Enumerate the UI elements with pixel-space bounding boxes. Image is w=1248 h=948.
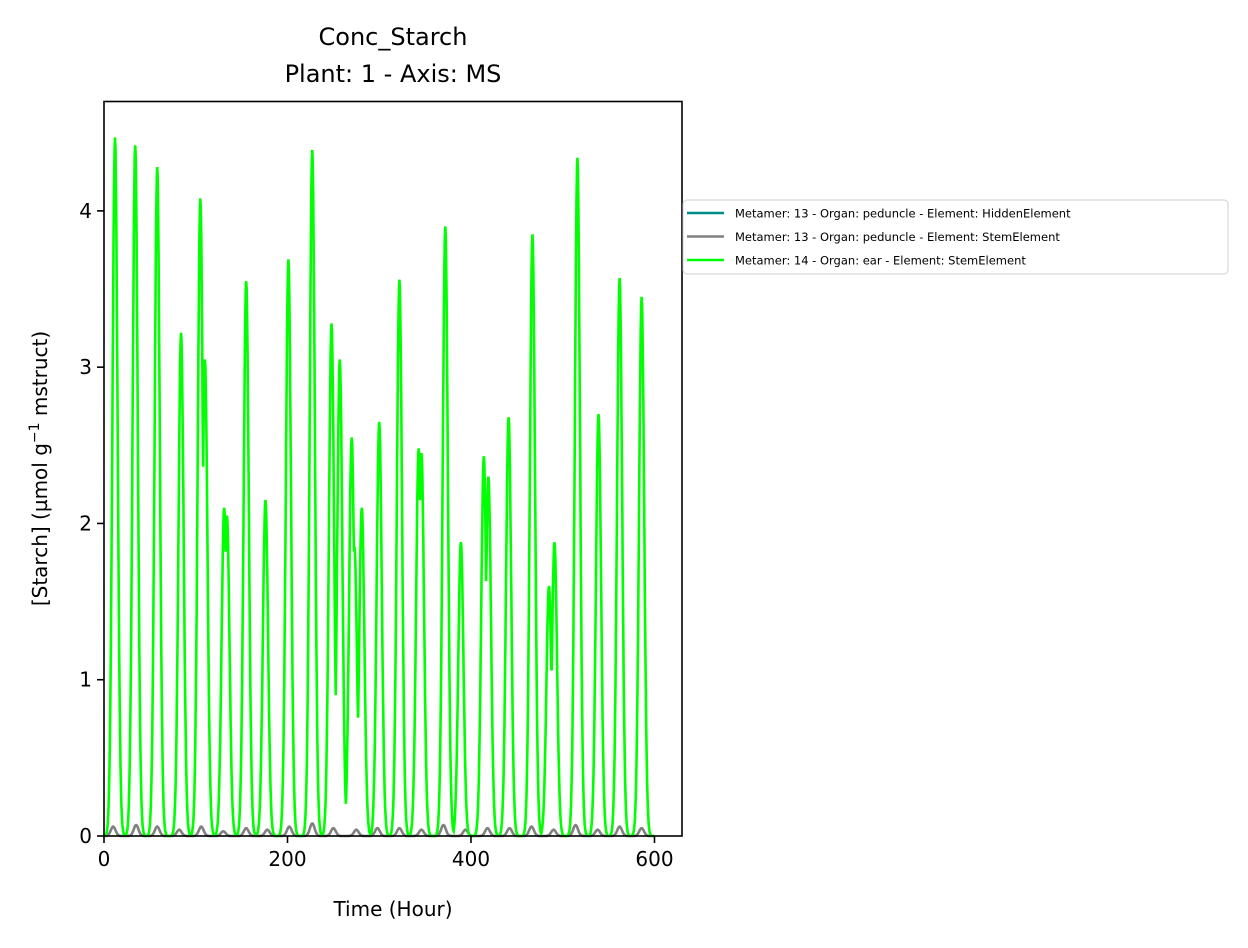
y-axis-label-unit: mstruct) <box>28 331 52 423</box>
title-group: Conc_Starch Plant: 1 - Axis: MS <box>285 23 502 88</box>
series-line-2 <box>103 137 655 838</box>
y-axis-label-main: [Starch] (µmol g <box>28 443 52 606</box>
legend-label-2: Metamer: 14 - Organ: ear - Element: Stem… <box>735 254 1026 268</box>
x-axis-label: Time (Hour) <box>332 897 452 921</box>
legend-label-0: Metamer: 13 - Organ: peduncle - Element:… <box>735 207 1071 221</box>
axes-frame <box>103 100 683 837</box>
series-line-1 <box>104 822 655 838</box>
x-ticks: 0 200 400 600 <box>98 836 674 871</box>
y-ticks: 0 1 2 3 4 <box>79 199 104 848</box>
y-axis-label: [Starch] (µmol g−1 mstruct) <box>27 331 52 606</box>
y-tick-label: 2 <box>79 511 92 535</box>
axes <box>103 100 683 837</box>
legend: Metamer: 13 - Organ: peduncle - Element:… <box>682 199 1229 275</box>
y-tick-label: 4 <box>79 199 92 223</box>
y-tick-label: 3 <box>79 355 92 379</box>
y-tick-label: 1 <box>79 668 92 692</box>
x-tick-label: 400 <box>452 847 490 871</box>
y-axis-label-exponent: −1 <box>27 422 43 443</box>
plot-area <box>103 137 655 838</box>
chart-subtitle: Plant: 1 - Axis: MS <box>285 60 502 88</box>
y-tick-label: 0 <box>79 824 92 848</box>
x-tick-label: 0 <box>98 847 111 871</box>
chart-title: Conc_Starch <box>319 23 468 51</box>
x-tick-label: 600 <box>635 847 673 871</box>
x-tick-label: 200 <box>268 847 306 871</box>
legend-frame <box>682 199 1229 275</box>
legend-label-1: Metamer: 13 - Organ: peduncle - Element:… <box>735 230 1060 244</box>
